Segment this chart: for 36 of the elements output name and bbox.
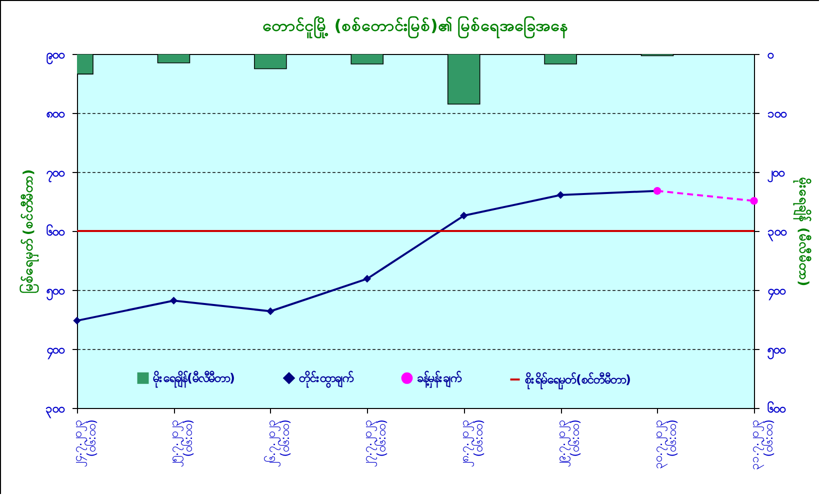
y-tick-label: ၉၀၀ xyxy=(46,48,66,66)
x-tick-label: ၃၀.၇.၂၀၂၃ (၀၆:၀၀) xyxy=(650,420,679,470)
point xyxy=(460,212,468,220)
point xyxy=(750,197,758,205)
x-tick-label: ၃၁.၇.၂၀၂၃ (၀၆:၀၀) xyxy=(748,420,776,470)
point xyxy=(170,296,178,304)
y-tick-label: ၄၀၀ xyxy=(46,342,66,360)
y2-axis-title: မိုးရေချိန် (မီလီမီတာ) xyxy=(792,176,812,286)
y-tick-label: ၇၀၀ xyxy=(46,166,66,184)
y2-tick-label: ၄၀၀ xyxy=(766,284,786,302)
point xyxy=(556,191,564,199)
x-tick-label: ၂၇.၇.၂၀၂၃ (၀၆:၀၀) xyxy=(360,420,389,468)
x-tick-label: ၂၄.၇.၂၀၂၃ (၀၆:၀၀) xyxy=(70,420,98,468)
y-axis-title: မြစ်ရေမှတ် (စင်တီမီတာ) xyxy=(18,169,40,294)
x-tick-label: ၂၆.၇.၂၀၂၃ (၀၆:၀၀) xyxy=(262,420,292,468)
point xyxy=(73,316,81,325)
y2-tick-label: ၆၀၀ xyxy=(766,400,786,416)
y2-tick-label: ၂၀၀ xyxy=(766,166,786,184)
point xyxy=(266,307,274,316)
y2-tick-label: ၀ xyxy=(766,48,774,62)
chart-title: တောင်ငူမြို့ (စစ်တောင်းမြစ်)၏ မြစ်ရေအခြေအနေ xyxy=(262,15,568,39)
point xyxy=(363,274,372,283)
y2-tick-label: ၃၀၀ xyxy=(768,224,788,242)
x-tick-label: ၂၈.၇.၂၀၂၃ (၀၆:၀၀) xyxy=(457,420,486,468)
y2-tick-label: ၁၀၀ xyxy=(768,106,788,120)
x-tick-label: ၂၉.၇.၂၀၂၃ (၀၆:၀၀) xyxy=(554,420,582,468)
x-tick-label: ၂၅.၇.၂၀၂၃ (၀၆:၀၀) xyxy=(167,420,196,468)
legend-label: မိုးရေချိန်(မီလီမီတာ) xyxy=(152,369,235,390)
y-tick-label: ၆၀၀ xyxy=(46,222,66,238)
y-tick-label: ၅၀၀ xyxy=(46,284,66,302)
y-tick-label: ၈၀၀ xyxy=(46,106,66,120)
legend-label: စိုးရိမ်ရေမှတ်(စင်တီမီတာ) xyxy=(524,370,631,390)
y2-tick-label: ၅၀၀ xyxy=(766,342,786,360)
y-tick-label: ၃၀၀ xyxy=(46,402,66,420)
legend-label: တိုင်းထွာချက် xyxy=(298,369,354,390)
legend-label: ခန့်မှန်းချက် xyxy=(417,369,462,390)
